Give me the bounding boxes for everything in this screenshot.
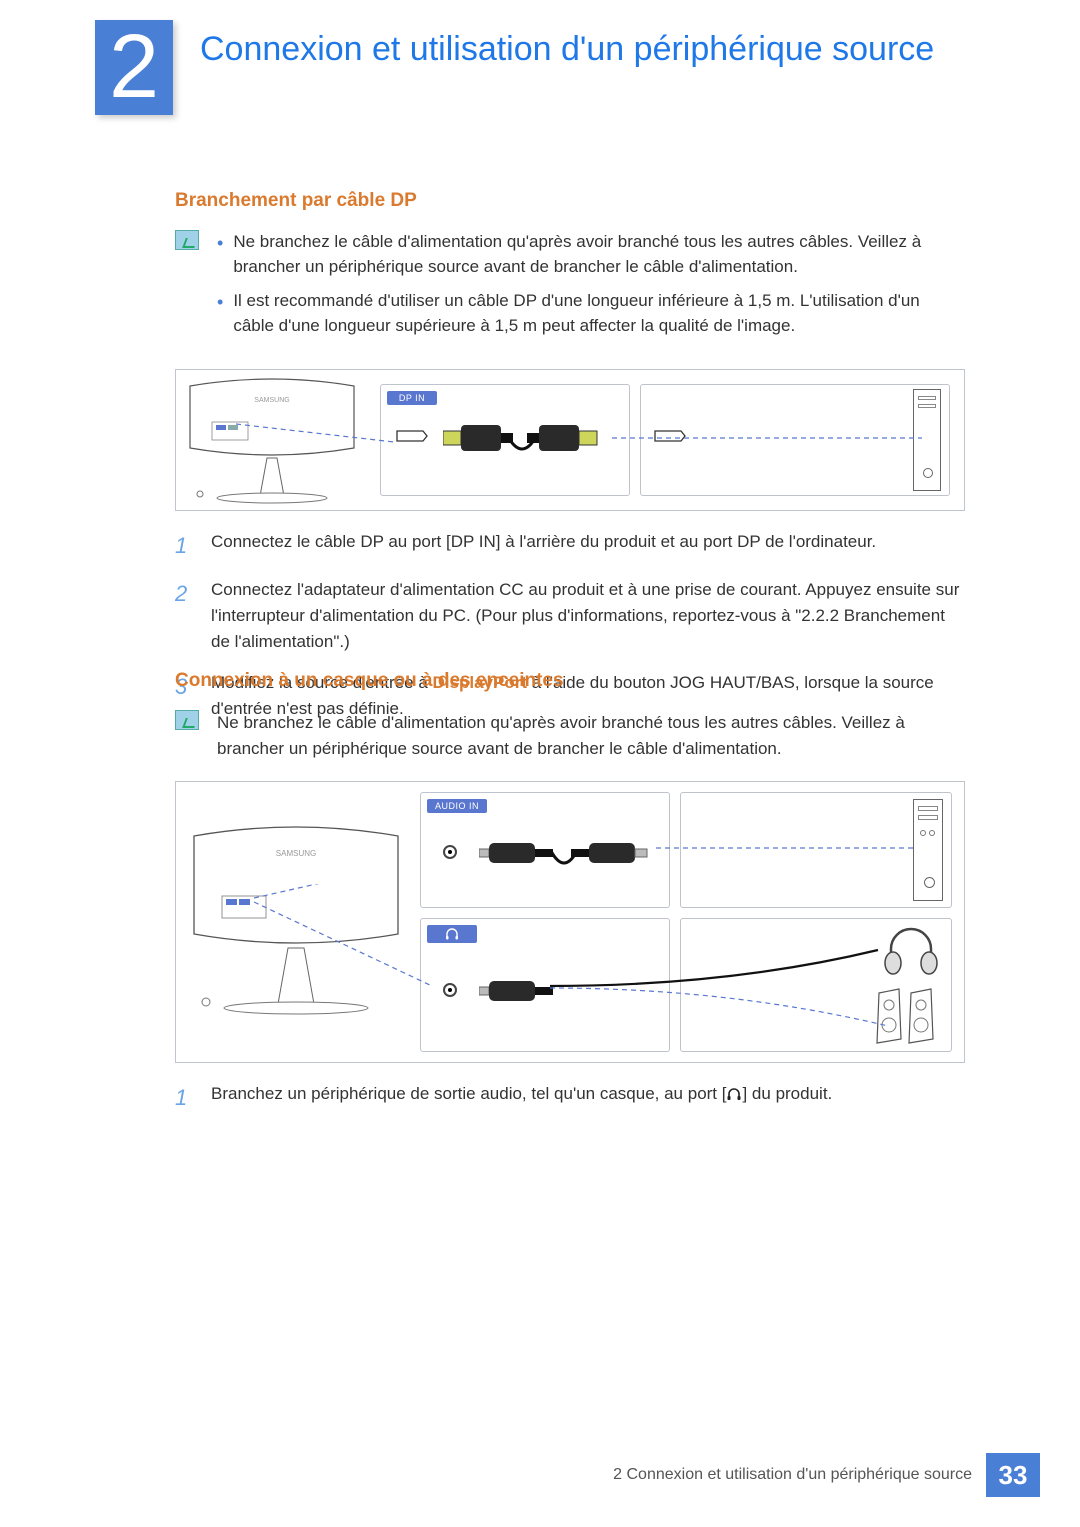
page-footer: 2 Connexion et utilisation d'un périphér… xyxy=(613,1453,1040,1497)
cable-loop xyxy=(505,433,539,467)
pc-tower-illustration xyxy=(913,799,943,901)
port-panel-audio-in: AUDIO IN xyxy=(420,792,670,908)
step-text-after: ] du produit. xyxy=(742,1084,832,1103)
note-icon xyxy=(175,710,199,730)
section-heading-audio: Connexion à un casque ou à des enceintes xyxy=(175,670,965,692)
chapter-title: Connexion et utilisation d'un périphériq… xyxy=(200,28,950,71)
port-panel: DP IN xyxy=(380,384,630,496)
step-number: 1 xyxy=(175,1081,193,1115)
audio-jack-icon xyxy=(443,845,457,859)
port-label-headphone xyxy=(427,925,477,943)
port-label-audio-in: AUDIO IN xyxy=(427,799,487,813)
audio-plug-left xyxy=(479,839,555,869)
cable-loop xyxy=(549,849,579,877)
note-text: Ne branchez le câble d'alimentation qu'a… xyxy=(233,230,965,279)
note-text: Ne branchez le câble d'alimentation qu'a… xyxy=(217,710,965,761)
dp-port-icon xyxy=(395,429,429,443)
dashed-link xyxy=(236,420,396,460)
step-text: Connectez l'adaptateur d'alimentation CC… xyxy=(211,577,965,656)
diagram-dp-connection: SAMSUNG DP IN xyxy=(175,369,965,511)
chapter-number-badge: 2 xyxy=(95,20,173,115)
dashed-link xyxy=(656,840,916,860)
step-text: Connectez le câble DP au port [DP IN] à … xyxy=(211,529,876,563)
audio-jack-icon xyxy=(443,983,457,997)
footer-chapter-text: 2 Connexion et utilisation d'un périphér… xyxy=(613,1466,986,1484)
headphones-icon xyxy=(445,928,459,940)
audio-plug-right xyxy=(571,839,661,869)
audio-plug xyxy=(479,977,555,1007)
dp-connector-left xyxy=(443,421,513,457)
dashed-link xyxy=(548,982,908,1042)
note-text: Il est recommandé d'utiliser un câble DP… xyxy=(233,289,965,338)
diagram-audio-connection: SAMSUNG AUDIO IN xyxy=(175,781,965,1063)
dp-connector-right xyxy=(527,421,617,457)
bullet-dot: • xyxy=(217,293,223,338)
svg-text:SAMSUNG: SAMSUNG xyxy=(254,397,289,404)
note-icon xyxy=(175,230,199,250)
headphones-icon xyxy=(726,1087,742,1101)
svg-text:SAMSUNG: SAMSUNG xyxy=(276,849,316,858)
step-text-before: Branchez un périphérique de sortie audio… xyxy=(211,1084,726,1103)
step-text: Branchez un périphérique de sortie audio… xyxy=(211,1081,832,1115)
dashed-link xyxy=(612,430,922,450)
section-heading-dp: Branchement par câble DP xyxy=(175,190,965,212)
step-number: 1 xyxy=(175,529,193,563)
step-number: 2 xyxy=(175,577,193,656)
note-list: •Ne branchez le câble d'alimentation qu'… xyxy=(217,230,965,349)
bullet-dot: • xyxy=(217,234,223,279)
footer-page-number: 33 xyxy=(986,1453,1040,1497)
port-label-dp-in: DP IN xyxy=(387,391,437,405)
dashed-link xyxy=(254,900,434,990)
